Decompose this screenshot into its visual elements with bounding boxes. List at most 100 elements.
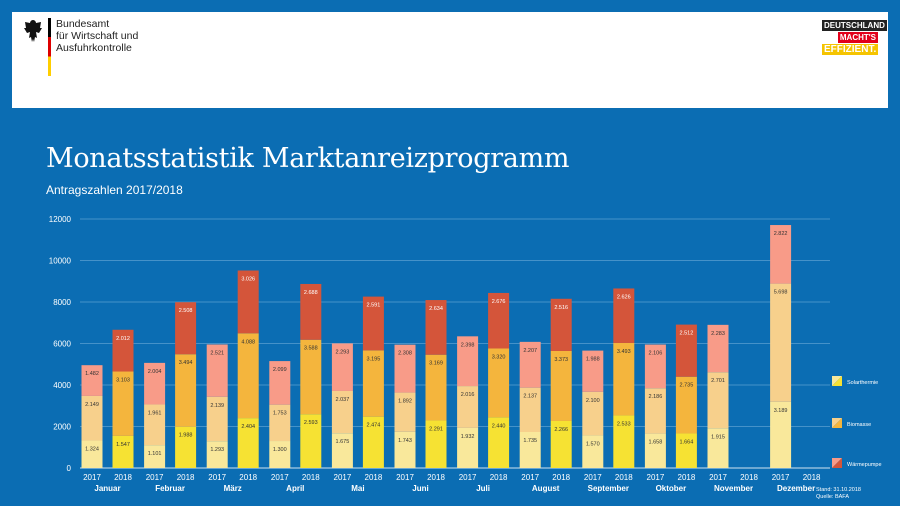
x-tick-month: Juni bbox=[412, 484, 428, 493]
bar-segment-biomasse bbox=[488, 348, 510, 418]
chart-title: Monatsstatistik Marktanreizprogramm bbox=[46, 143, 570, 174]
y-tick-label: 0 bbox=[67, 464, 72, 473]
x-tick-month: August bbox=[532, 484, 560, 493]
data-label: 2.266 bbox=[554, 427, 568, 433]
legend-swatch-2018 bbox=[832, 458, 842, 468]
bar-segment-solarthermie bbox=[582, 435, 604, 468]
x-tick-year: 2017 bbox=[772, 473, 790, 482]
bar-segment-biomasse bbox=[175, 354, 197, 427]
bar-segment-biomasse bbox=[300, 339, 322, 415]
legend-swatch-2018 bbox=[832, 376, 842, 386]
data-label: 2.676 bbox=[492, 299, 506, 305]
organization-name: Bundesamt für Wirtschaft und Ausfuhrkont… bbox=[56, 18, 138, 54]
bar-segment-solarthermie bbox=[362, 416, 384, 468]
data-label: 1.753 bbox=[273, 411, 287, 417]
x-tick-year: 2017 bbox=[647, 473, 665, 482]
bar-segment-biomasse bbox=[331, 390, 353, 434]
bar-segment-solarthermie bbox=[644, 433, 666, 468]
data-label: 1.570 bbox=[586, 441, 600, 447]
bar-segment-solarthermie bbox=[457, 427, 479, 468]
y-tick-label: 2000 bbox=[53, 423, 71, 432]
footnote: Stand: 31.10.2018 Quelle: BAFA bbox=[816, 487, 861, 501]
x-tick-month: Februar bbox=[155, 484, 185, 493]
data-label: 3.320 bbox=[492, 354, 506, 360]
y-tick-label: 10000 bbox=[49, 257, 72, 266]
data-label: 1.743 bbox=[398, 438, 412, 444]
data-label: 3.494 bbox=[179, 360, 193, 366]
bar-segment-wrmepumpe bbox=[582, 350, 604, 392]
bar-segment-wrmepumpe bbox=[81, 365, 103, 396]
x-tick-year: 2018 bbox=[678, 473, 696, 482]
bar-segment-biomasse bbox=[675, 376, 697, 434]
x-tick-year: 2017 bbox=[459, 473, 477, 482]
data-label: 3.169 bbox=[429, 361, 443, 367]
bar-segment-wrmepumpe bbox=[269, 361, 291, 405]
bar-segment-solarthermie bbox=[770, 401, 792, 468]
bar-segment-biomasse bbox=[707, 372, 729, 429]
bar-segment-biomasse bbox=[81, 395, 103, 441]
data-label: 1.658 bbox=[649, 440, 663, 446]
data-label: 3.103 bbox=[116, 378, 130, 384]
x-tick-year: 2018 bbox=[114, 473, 132, 482]
data-label: 2.634 bbox=[429, 306, 443, 312]
bar-segment-solarthermie bbox=[675, 433, 697, 468]
data-label: 2.137 bbox=[523, 394, 537, 400]
bar-segment-biomasse bbox=[237, 333, 259, 419]
x-tick-year: 2017 bbox=[334, 473, 352, 482]
data-label: 5.698 bbox=[774, 290, 788, 296]
legend-label: Solarthermie bbox=[847, 380, 878, 386]
x-tick-month: Mai bbox=[351, 484, 364, 493]
bar-segment-wrmepumpe bbox=[237, 270, 259, 334]
data-label: 2.516 bbox=[554, 305, 568, 311]
data-label: 2.822 bbox=[774, 231, 788, 237]
data-label: 1.988 bbox=[586, 357, 600, 363]
bar-segment-biomasse bbox=[582, 391, 604, 436]
bar-segment-solarthermie bbox=[331, 433, 353, 468]
data-label: 3.026 bbox=[241, 277, 255, 283]
data-label: 2.139 bbox=[210, 403, 224, 409]
data-label: 3.493 bbox=[617, 349, 631, 355]
data-label: 1.735 bbox=[523, 438, 537, 444]
x-tick-year: 2017 bbox=[146, 473, 164, 482]
x-tick-year: 2018 bbox=[177, 473, 195, 482]
bar-segment-wrmepumpe bbox=[175, 302, 197, 355]
x-tick-month: Januar bbox=[94, 484, 120, 493]
x-tick-month: April bbox=[286, 484, 304, 493]
data-label: 2.508 bbox=[179, 308, 193, 314]
x-tick-year: 2017 bbox=[83, 473, 101, 482]
data-label: 2.591 bbox=[367, 303, 381, 309]
legend-swatch-2018 bbox=[832, 418, 842, 428]
bar-segment-biomasse bbox=[206, 396, 228, 442]
x-tick-month: November bbox=[714, 484, 753, 493]
y-tick-label: 4000 bbox=[53, 381, 71, 390]
bar-segment-wrmepumpe bbox=[675, 324, 697, 377]
bar-segment-solarthermie bbox=[237, 418, 259, 468]
bar-segment-wrmepumpe bbox=[331, 343, 353, 391]
data-label: 2.308 bbox=[398, 351, 412, 357]
data-label: 2.291 bbox=[429, 426, 443, 432]
bar-segment-solarthermie bbox=[206, 441, 228, 468]
org-line: Ausfuhrkontrolle bbox=[56, 42, 132, 54]
x-tick-year: 2018 bbox=[740, 473, 758, 482]
legend-label: Biomasse bbox=[847, 422, 871, 428]
data-label: 3.195 bbox=[367, 356, 381, 362]
data-label: 4.088 bbox=[241, 339, 255, 345]
data-label: 2.149 bbox=[85, 402, 99, 408]
header-banner bbox=[12, 12, 888, 108]
data-label: 1.892 bbox=[398, 399, 412, 405]
data-label: 2.099 bbox=[273, 367, 287, 373]
data-label: 1.324 bbox=[85, 447, 99, 453]
data-label: 1.961 bbox=[148, 410, 162, 416]
bar-segment-solarthermie bbox=[269, 441, 291, 468]
bar-segment-solarthermie bbox=[394, 431, 416, 468]
bar-segment-biomasse bbox=[613, 342, 635, 416]
data-label: 2.293 bbox=[336, 349, 350, 355]
bar-segment-biomasse bbox=[770, 283, 792, 402]
bar-segment-wrmepumpe bbox=[707, 324, 729, 373]
data-label: 1.915 bbox=[711, 434, 725, 440]
bar-segment-biomasse bbox=[112, 371, 134, 436]
x-tick-year: 2018 bbox=[302, 473, 320, 482]
bar-segment-wrmepumpe bbox=[613, 288, 635, 343]
bar-segment-wrmepumpe bbox=[550, 298, 572, 351]
